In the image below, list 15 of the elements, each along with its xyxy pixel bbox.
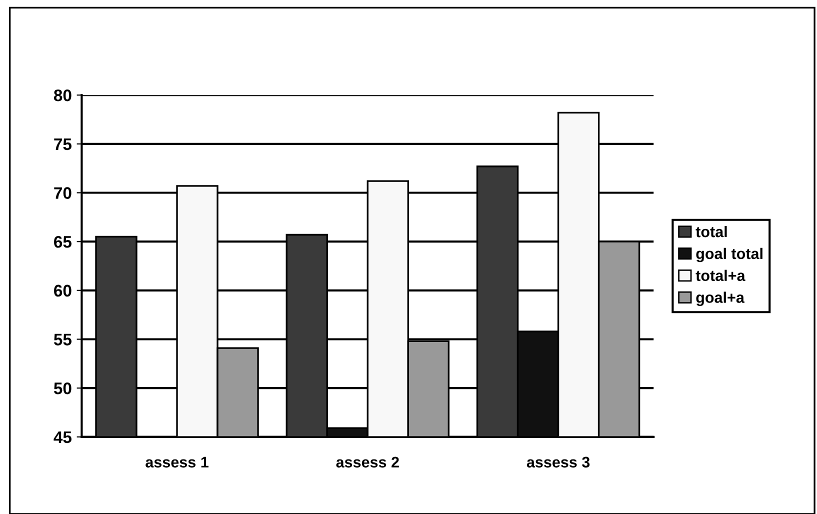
- y-tick-label: 45: [54, 431, 72, 444]
- x-tick-label: assess 2: [336, 456, 399, 468]
- y-tick-label: 75: [54, 138, 72, 150]
- y-tick-label: 55: [54, 334, 72, 346]
- y-tick-label: 70: [54, 187, 72, 199]
- y-tick-label: 65: [54, 236, 72, 248]
- legend-label: total+a: [696, 270, 746, 282]
- legend-label: goal total: [696, 248, 762, 262]
- y-tick-label: 50: [54, 382, 72, 394]
- x-tick-label: assess 1: [146, 456, 208, 468]
- y-tick-label: 80: [54, 89, 72, 102]
- y-tick-label: 60: [54, 284, 72, 297]
- legend-label: goal+a: [696, 292, 745, 306]
- legend-label: total: [696, 226, 727, 238]
- x-tick-label: assess 3: [526, 456, 590, 468]
